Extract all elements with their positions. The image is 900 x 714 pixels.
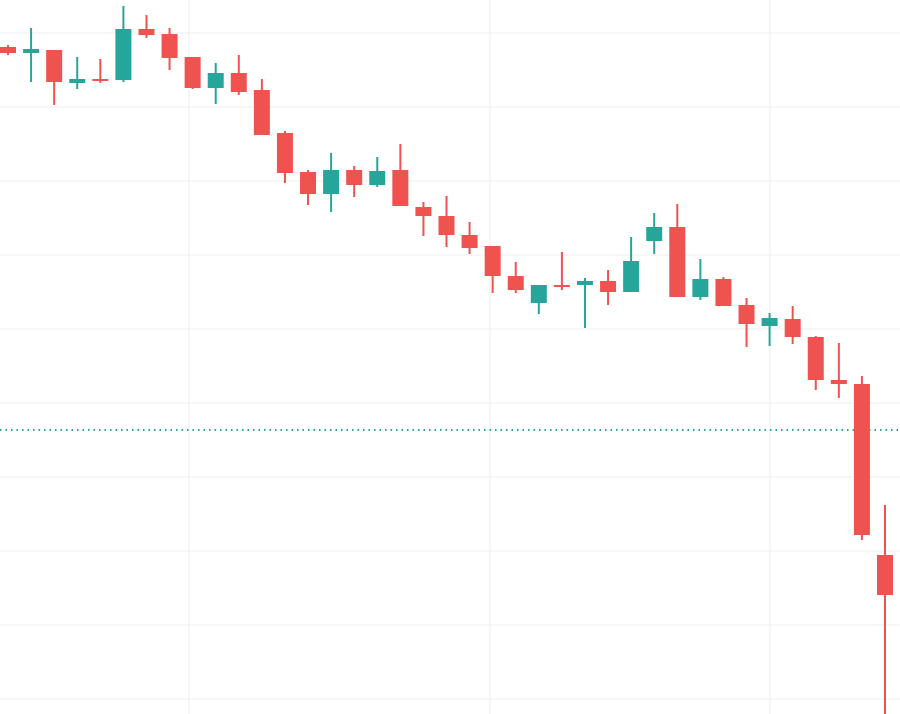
candle-body — [877, 555, 893, 595]
candle-body — [715, 279, 732, 306]
candle-body — [138, 29, 155, 35]
candle-body — [23, 49, 40, 53]
candle-body — [276, 133, 293, 173]
candle-body — [484, 246, 501, 276]
candle-body — [69, 79, 86, 83]
candle-body — [230, 73, 247, 92]
candle-body — [507, 276, 524, 290]
candle-body — [461, 235, 478, 248]
candle-body — [346, 170, 363, 185]
candle-body — [369, 171, 386, 185]
candle-body — [46, 50, 63, 82]
candle-body — [807, 337, 824, 380]
candle-body — [530, 285, 547, 303]
candle-body — [300, 172, 317, 194]
candle-body — [784, 319, 801, 337]
candle-body — [161, 34, 178, 58]
candle-body — [438, 216, 455, 235]
candle-body — [253, 90, 270, 135]
candle-body — [692, 279, 709, 297]
candle-body — [623, 261, 640, 292]
candle-body — [92, 79, 109, 81]
candle-body — [0, 47, 16, 53]
candle-body — [115, 29, 132, 80]
candle-body — [853, 384, 870, 535]
candle-body — [323, 170, 340, 194]
candle-body — [553, 285, 570, 287]
candle-body — [830, 380, 847, 384]
candle-body — [392, 170, 409, 206]
candle-body — [207, 73, 224, 88]
candle-body — [738, 305, 755, 324]
candle-body — [600, 281, 617, 292]
candle-body — [576, 281, 593, 285]
candle-body — [184, 57, 201, 88]
candle-body — [669, 227, 686, 297]
candle-body — [761, 318, 778, 326]
candle-body — [415, 207, 432, 216]
candle-body — [646, 227, 663, 241]
